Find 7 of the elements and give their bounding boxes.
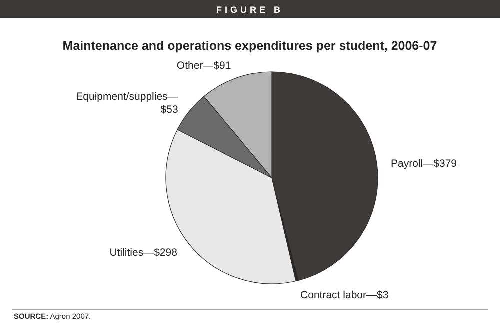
- chart-title: Maintenance and operations expenditures per student, 2006-07: [62, 39, 438, 53]
- slice-label: Payroll—$379: [391, 158, 458, 170]
- slice-label: Other—$91: [176, 60, 232, 72]
- text: FIGURE B: [216, 5, 284, 15]
- slice-label: Utilities—$298: [110, 246, 178, 259]
- slice-label: Contract labor—$3: [300, 290, 389, 302]
- slice-label: Equipment/supplies—$53: [76, 91, 179, 116]
